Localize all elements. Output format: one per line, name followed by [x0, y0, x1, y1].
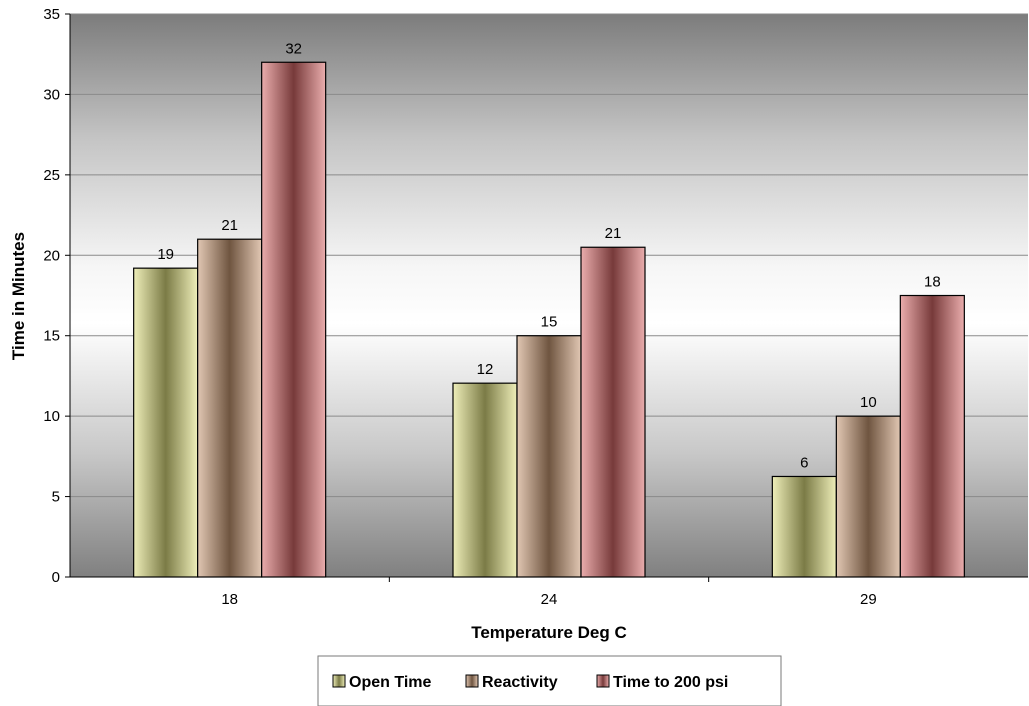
legend-label: Reactivity: [482, 674, 558, 691]
y-tick-label: 25: [43, 167, 60, 184]
data-label: 18: [924, 274, 941, 291]
bar-reactivity-18: [197, 238, 263, 578]
data-label: 21: [221, 217, 238, 234]
legend-label: Time to 200 psi: [613, 674, 728, 691]
x-tick-label: 18: [221, 591, 238, 608]
x-tick-label: 24: [541, 591, 558, 608]
y-axis-title: Time in Minutes: [9, 232, 28, 360]
data-label: 32: [285, 40, 302, 57]
data-label: 10: [860, 394, 877, 411]
data-label: 19: [157, 246, 174, 263]
bar-reactivity-29: [835, 415, 901, 578]
x-tick-label: 29: [860, 591, 877, 608]
bar-reactivity-24: [516, 335, 582, 578]
y-tick-label: 35: [43, 6, 60, 23]
legend-swatch: [332, 674, 346, 688]
data-label: 21: [605, 225, 622, 242]
data-label: 15: [541, 314, 558, 331]
y-tick-label: 30: [43, 86, 60, 103]
y-tick-label: 20: [43, 247, 60, 264]
legend-swatch: [465, 674, 479, 688]
legend-box: [317, 655, 782, 706]
bar-time-to-200-psi-24: [580, 246, 646, 578]
y-tick-label: 0: [52, 569, 60, 586]
y-tick-label: 10: [43, 408, 60, 425]
legend-swatch: [596, 674, 610, 688]
y-tick-label: 15: [43, 328, 60, 345]
bar-open-time-29: [771, 475, 837, 578]
bar-time-to-200-psi-29: [899, 294, 965, 578]
bar-open-time-18: [133, 267, 199, 578]
bar-time-to-200-psi-18: [261, 61, 327, 578]
y-tick-label: 5: [52, 489, 60, 506]
data-label: 6: [800, 454, 808, 471]
legend-label: Open Time: [349, 674, 431, 691]
bar-open-time-24: [452, 382, 518, 578]
legend: Open Time Reactivity Time to 200 psi: [317, 655, 782, 706]
data-label: 12: [477, 361, 494, 378]
x-axis-title: Temperature Deg C: [471, 623, 627, 642]
